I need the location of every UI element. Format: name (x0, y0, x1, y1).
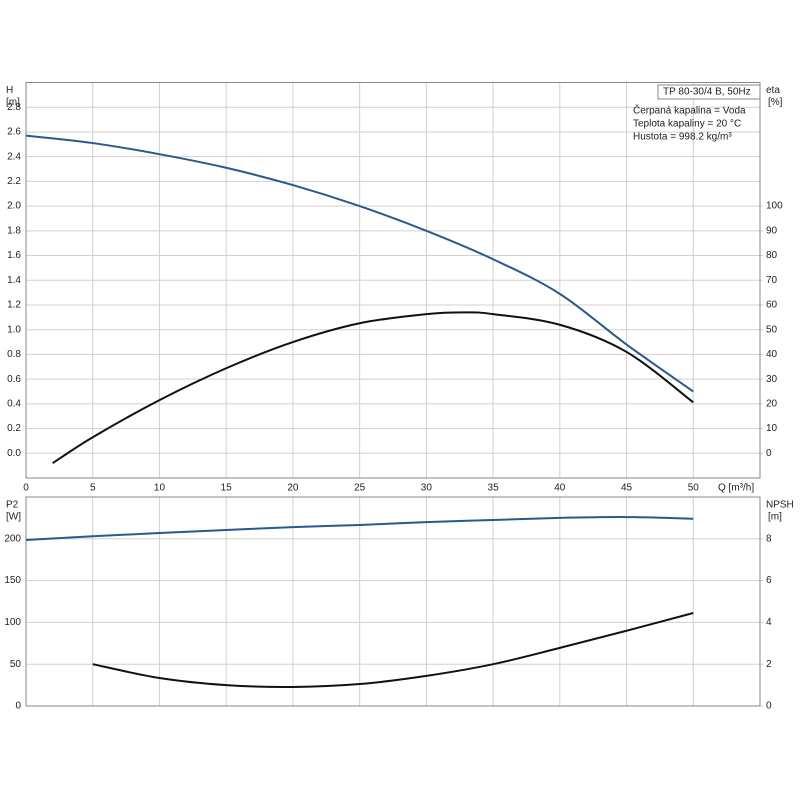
x-tick-label: 10 (154, 483, 166, 494)
y-axis-label: P2 (6, 500, 19, 511)
x-tick-label: 20 (287, 483, 299, 494)
y-tick-label: 1.8 (7, 225, 21, 236)
y2-tick-label: 10 (766, 423, 778, 434)
annotation-box (657, 84, 761, 100)
plot-frame (25, 496, 761, 707)
y-tick-label: 0.6 (7, 374, 21, 385)
y-tick-label: 0.0 (7, 448, 21, 459)
y2-tick-label: 40 (766, 349, 778, 360)
y2-tick-label: 0 (766, 448, 772, 459)
y2-tick-label: 50 (766, 324, 778, 335)
x-tick-label: 25 (354, 483, 366, 494)
annotation: Hustota = 998.2 kg/m³ (633, 132, 732, 143)
annotation: TP 80-30/4 B, 50Hz (663, 87, 751, 98)
y2-tick-label: 0 (766, 701, 772, 712)
x-tick-label: 40 (554, 483, 566, 494)
y-tick-label: 1.6 (7, 250, 21, 261)
curve (25, 516, 694, 541)
y-tick-label: 0.4 (7, 398, 21, 409)
x-tick-label: 50 (688, 483, 700, 494)
x-tick-label: 45 (621, 483, 633, 494)
y-tick-label: 2.0 (7, 201, 21, 212)
y2-axis-label: eta (766, 85, 780, 96)
y-tick-label: 0.2 (7, 423, 21, 434)
x-tick-label: 15 (221, 483, 233, 494)
y2-tick-label: 100 (766, 201, 783, 212)
annotation: Čerpaná kapalina = Voda (633, 104, 746, 117)
y-axis-unit: [m] (6, 97, 20, 108)
y2-tick-label: 4 (766, 617, 772, 628)
curve (92, 612, 694, 689)
y-axis-label: H (6, 85, 13, 96)
x-tick-label: 30 (421, 483, 433, 494)
x-tick-label: 5 (90, 483, 96, 494)
y-tick-label: 2.2 (7, 176, 21, 187)
y2-axis-label: NPSH (766, 500, 794, 511)
y2-tick-label: 30 (766, 374, 778, 385)
x-tick-label: 0 (23, 483, 29, 494)
y-tick-label: 1.4 (7, 275, 21, 286)
y-tick-label: 1.2 (7, 300, 21, 311)
y-tick-label: 2.8 (7, 102, 21, 113)
y2-tick-label: 6 (766, 575, 772, 586)
y-tick-label: 2.6 (7, 127, 21, 138)
y2-tick-label: 8 (766, 533, 772, 544)
y2-tick-label: 90 (766, 225, 778, 236)
y2-tick-label: 20 (766, 398, 778, 409)
x-tick-label: 35 (488, 483, 500, 494)
curve (25, 134, 694, 393)
plot-frame (25, 82, 761, 479)
y-tick-label: 1.0 (7, 324, 21, 335)
y-tick-label: 100 (4, 617, 21, 628)
y-tick-label: 50 (10, 659, 22, 670)
x-axis-label: Q [m³/h] (718, 483, 754, 494)
y-axis-unit: [W] (6, 512, 21, 523)
curve (52, 311, 694, 465)
y2-tick-label: 60 (766, 300, 778, 311)
y2-tick-label: 2 (766, 659, 772, 670)
y-tick-label: 2.4 (7, 151, 21, 162)
y2-axis-unit: [m] (768, 512, 782, 523)
annotation: Teplota kapaliny = 20 °C (633, 119, 741, 130)
y2-tick-label: 70 (766, 275, 778, 286)
y-tick-label: 150 (4, 575, 21, 586)
y2-axis-unit: [%] (768, 97, 783, 108)
y-tick-label: 0.8 (7, 349, 21, 360)
y-tick-label: 200 (4, 533, 21, 544)
y-tick-label: 0 (15, 701, 21, 712)
y2-tick-label: 80 (766, 250, 778, 261)
